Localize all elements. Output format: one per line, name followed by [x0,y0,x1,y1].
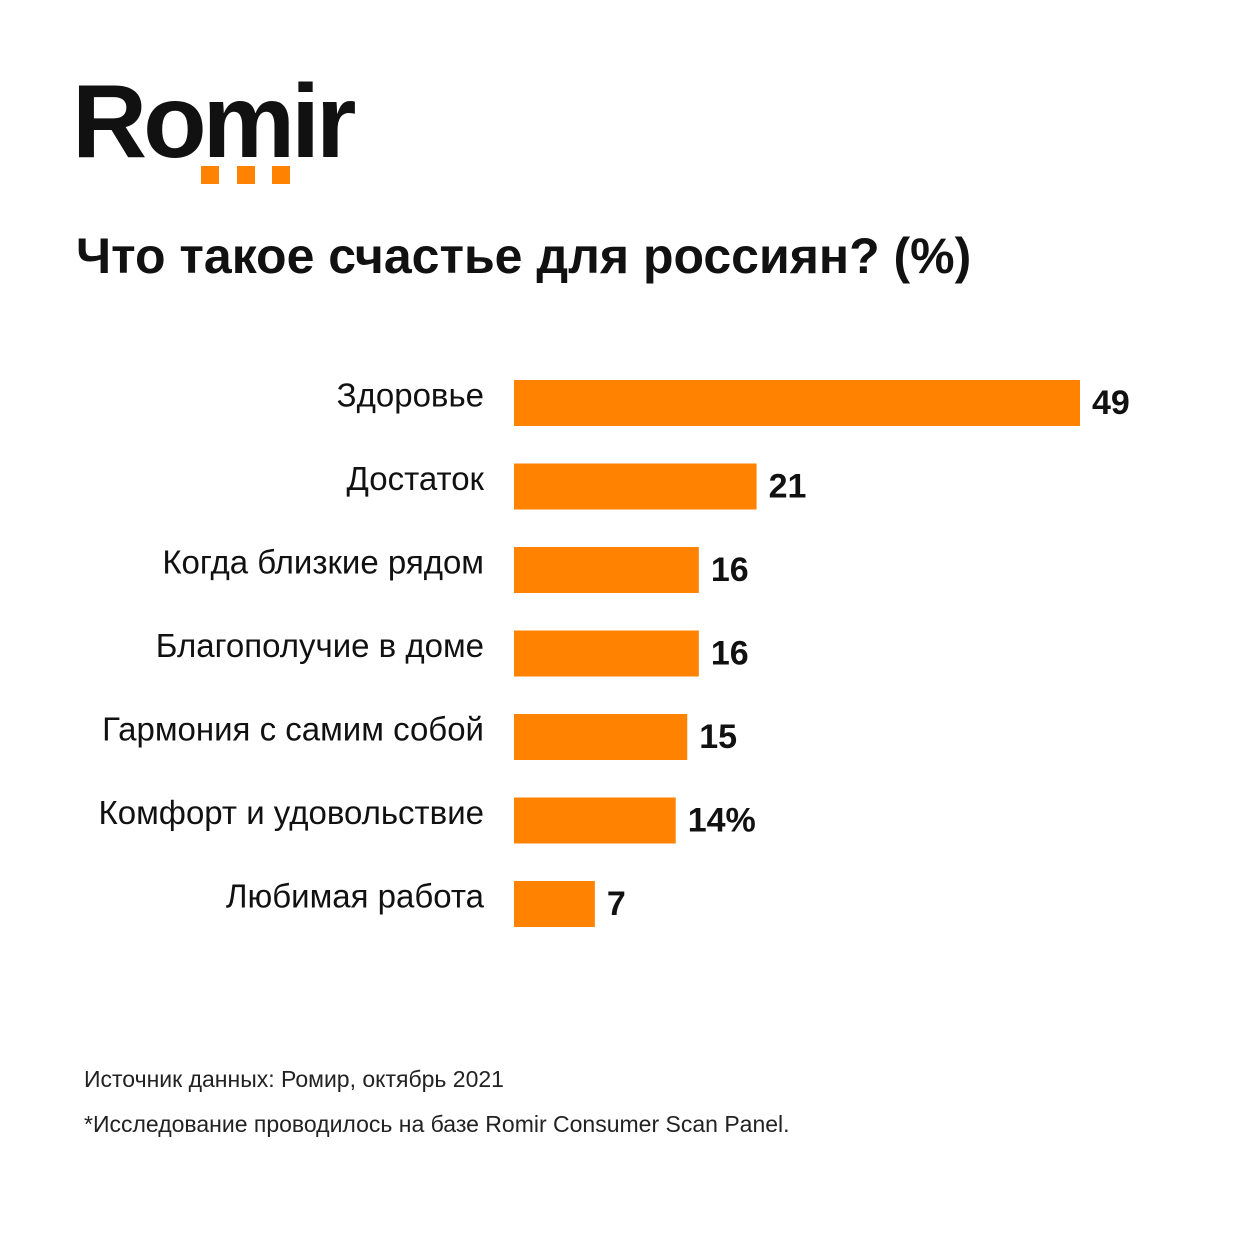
category-label: Достаток [347,460,485,497]
bar [514,714,688,760]
value-label: 14% [688,801,756,839]
bar [514,630,699,677]
value-label: 49 [1092,384,1130,422]
logo-dot [272,166,290,184]
bar [514,463,757,510]
value-label: 16 [711,634,749,672]
bar [514,797,676,844]
bar [514,380,1080,426]
category-label: Здоровье [337,377,484,414]
logo: Romir [72,64,355,180]
source: Источник данных: Ромир, октябрь 2021 [84,1066,504,1092]
category-label: Когда близкие рядом [162,544,484,581]
footnote: *Исследование проводилось на базе Romir … [84,1111,790,1137]
value-label: 15 [699,718,737,756]
category-label: Гармония с самим собой [102,711,484,748]
chart-title: Что такое счастье для россиян? (%) [76,228,971,284]
category-label: Комфорт и удовольствие [99,794,484,831]
category-label: Любимая работа [226,878,485,915]
bar [514,881,595,927]
value-label: 21 [769,467,807,505]
bar [514,547,699,593]
value-label: 7 [607,885,626,923]
logo-dot [201,166,219,184]
logo-dot [237,166,255,184]
category-label: Благополучие в доме [156,627,484,664]
value-label: 16 [711,551,749,589]
